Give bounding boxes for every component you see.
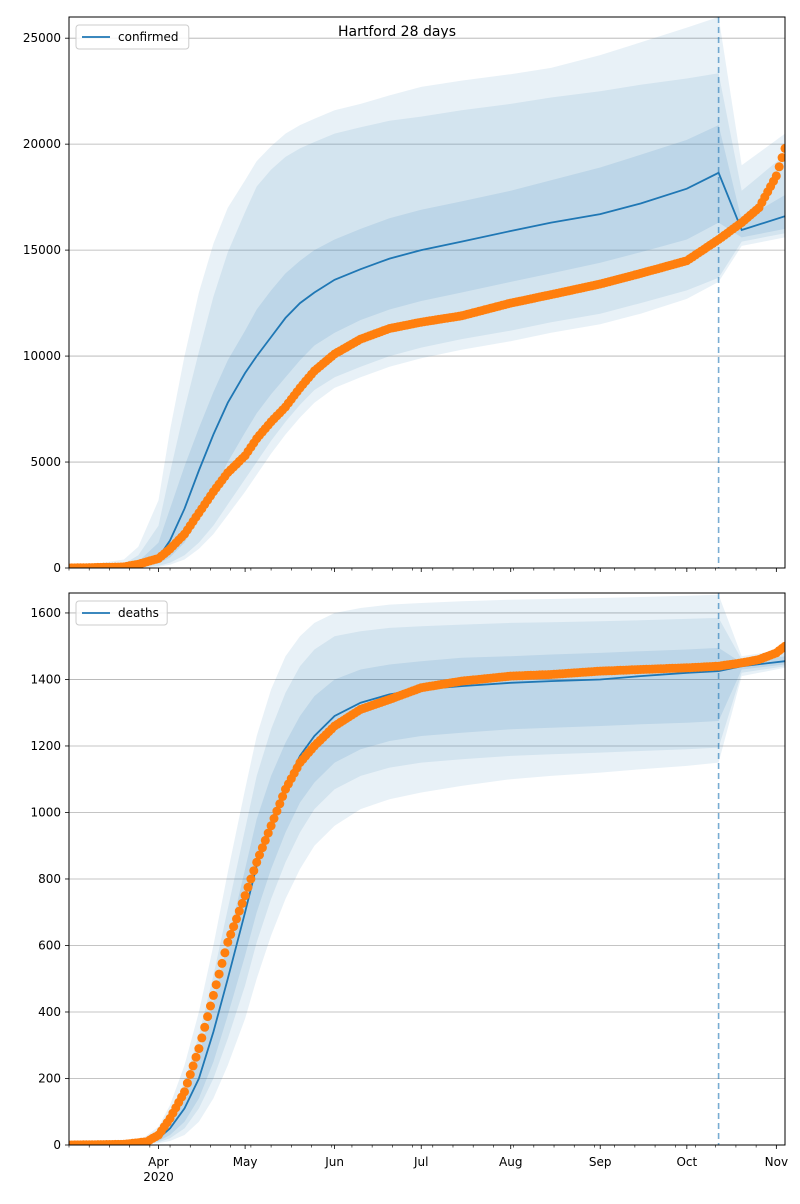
- observed-point: [272, 806, 282, 816]
- x-tick-label: Aug: [499, 1155, 522, 1169]
- observed-point: [278, 792, 288, 801]
- observed-point: [269, 814, 279, 823]
- observed-point: [232, 914, 241, 924]
- band-inner: [69, 125, 785, 568]
- observed-point: [214, 969, 224, 979]
- observed-point: [191, 1052, 201, 1062]
- observed-point: [185, 1070, 195, 1079]
- observed-point: [275, 799, 285, 809]
- x-tick-label: Oct: [676, 1155, 697, 1169]
- band-middle: [69, 617, 785, 1145]
- y-tick-label: 1600: [30, 606, 61, 620]
- x-tick-label: Nov: [765, 1155, 788, 1169]
- y-tick-label: 400: [38, 1005, 61, 1019]
- y-tick-label: 200: [38, 1071, 61, 1085]
- observed-point: [188, 1061, 198, 1071]
- legend: confirmed: [75, 24, 190, 50]
- observed-point: [197, 1033, 207, 1043]
- observed-point: [243, 882, 253, 892]
- y-tick-label: 5000: [30, 455, 61, 469]
- y-tick-label: 20000: [23, 137, 61, 151]
- x-tick-label: Jun: [324, 1155, 344, 1169]
- observed-point: [774, 162, 784, 172]
- legend-label: deaths: [118, 606, 159, 620]
- observed-point: [180, 1087, 189, 1097]
- observed-point: [255, 850, 264, 860]
- y-tick-label: 800: [38, 872, 61, 886]
- observed-point: [249, 866, 259, 876]
- y-tick-label: 1400: [30, 672, 61, 686]
- observed-point: [217, 958, 227, 968]
- observed-point: [266, 821, 276, 831]
- band-outer: [69, 17, 785, 568]
- y-tick-label: 15000: [23, 243, 61, 257]
- x-tick-label: May: [233, 1155, 258, 1169]
- observed-point: [246, 874, 256, 884]
- legend-box: [75, 600, 168, 626]
- x-tick-label: Sep: [589, 1155, 612, 1169]
- observed-point: [220, 948, 230, 958]
- observed-point: [780, 143, 785, 153]
- y-tick-label: 10000: [23, 349, 61, 363]
- legend: deaths: [75, 600, 168, 626]
- model-line: [69, 660, 785, 1145]
- deaths-panel: 0 200 400 600 800 1000 1200 1400 1600 deaths Apr20…: [30, 592, 788, 1184]
- y-tick-label: 0: [53, 561, 61, 575]
- model-line: [69, 171, 785, 568]
- confirmed-panel: 0 5000 10000 15000 20000 25000 confirmed: [23, 16, 786, 575]
- observed-point: [252, 857, 262, 867]
- y-tick-label: 600: [38, 938, 61, 952]
- axes-frame: [68, 592, 786, 1146]
- observed-point: [263, 828, 273, 838]
- y-tick-label: 1200: [30, 739, 61, 753]
- legend-box: [75, 24, 190, 50]
- x-tick-label: 2020: [143, 1170, 174, 1184]
- observed-point: [780, 641, 785, 651]
- observed-point: [200, 1022, 210, 1032]
- observed-series: [69, 641, 785, 1145]
- observed-point: [771, 171, 781, 181]
- observed-point: [240, 891, 250, 901]
- observed-point: [260, 835, 270, 845]
- axes-frame: [68, 16, 786, 569]
- observed-point: [777, 153, 785, 163]
- observed-point: [206, 1001, 215, 1011]
- y-tick-label: 25000: [23, 31, 61, 45]
- x-tick-label: Apr: [148, 1155, 169, 1169]
- observed-point: [194, 1044, 204, 1054]
- y-tick-label: 0: [53, 1138, 61, 1152]
- observed-point: [211, 980, 221, 990]
- observed-point: [234, 906, 244, 916]
- observed-point: [182, 1078, 192, 1088]
- observed-point: [203, 1012, 213, 1022]
- band-outer: [69, 594, 785, 1145]
- x-tick-label: Jul: [413, 1155, 428, 1169]
- y-tick-label: 1000: [30, 805, 61, 819]
- observed-point: [223, 937, 233, 947]
- legend-label: confirmed: [118, 30, 179, 44]
- figure-title: Hartford 28 days: [338, 24, 456, 40]
- observed-point: [257, 843, 267, 853]
- observed-point: [208, 990, 218, 1000]
- observed-series: [69, 143, 785, 568]
- observed-point: [226, 929, 236, 939]
- observed-point: [237, 898, 247, 908]
- band-inner: [69, 647, 785, 1145]
- observed-point: [229, 922, 239, 932]
